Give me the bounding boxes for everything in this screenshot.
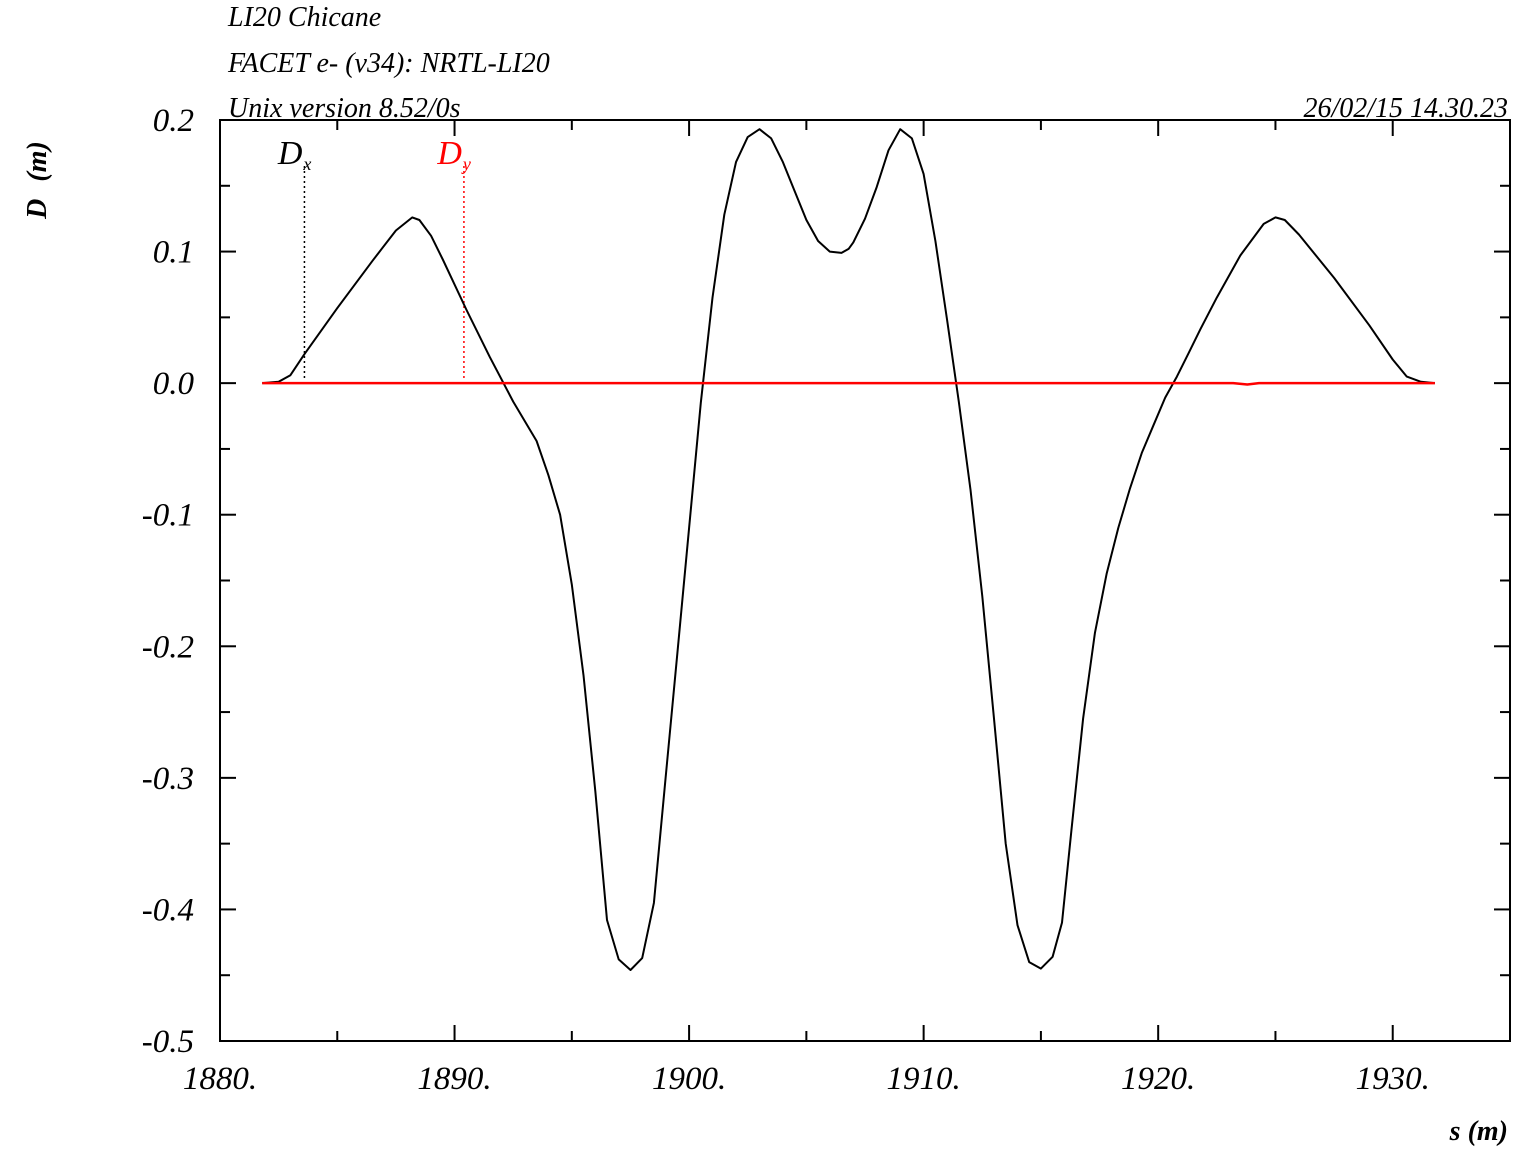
y-axis-title: D (m) [22, 141, 53, 220]
x-tick-label: 1930. [1356, 1061, 1430, 1097]
series-line-dy [262, 381, 1435, 386]
y-tick-label: -0.3 [142, 761, 194, 797]
version-label: Unix version 8.52/0s [228, 93, 461, 124]
series-group [262, 128, 1435, 971]
legend-label: D [277, 135, 303, 172]
legend-label: D [436, 135, 462, 172]
y-axis-symbol: D [22, 199, 53, 220]
x-tick-label: 1890. [417, 1061, 491, 1097]
y-tick-label: 0.1 [153, 235, 194, 271]
legend-subscript: y [461, 154, 471, 174]
y-tick-label: -0.4 [142, 892, 194, 928]
y-axis-unit: (m) [22, 141, 53, 181]
y-tick-label: -0.1 [142, 498, 194, 534]
chart-title: LI20 Chicane [227, 2, 381, 33]
y-tick-label: -0.5 [142, 1024, 194, 1060]
y-tick-label: 0.2 [153, 103, 194, 139]
y-tick-label: 0.0 [153, 366, 195, 402]
datetime-label: 26/02/15 14.30.23 [1303, 93, 1508, 124]
x-tick-label: 1920. [1121, 1061, 1195, 1097]
chart-subtitle: FACET e- (v34): NRTL-LI20 [227, 48, 550, 79]
y-tick-label: -0.2 [142, 629, 194, 665]
x-axis-title: s (m) [1449, 1116, 1508, 1147]
series-line-dx [262, 128, 1435, 971]
legend-subscript: x [302, 154, 311, 174]
axis-tick-labels: 1880. 1890. 1900. 1910. 1920. 1930. -0.5 -0.4 -0… [142, 103, 1430, 1097]
x-tick-label: 1910. [887, 1061, 961, 1097]
x-tick-label: 1880. [183, 1061, 257, 1097]
axis-ticks [219, 119, 1511, 1042]
plot-frame [219, 119, 1511, 1042]
x-tick-label: 1900. [652, 1061, 726, 1097]
